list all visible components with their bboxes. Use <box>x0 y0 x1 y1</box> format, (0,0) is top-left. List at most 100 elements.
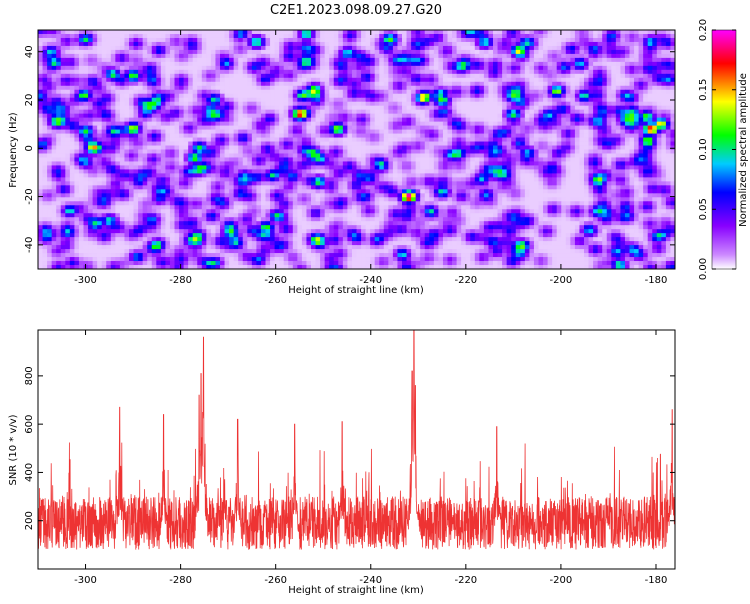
heatmap-cell <box>38 113 43 119</box>
heatmap-cell <box>511 101 517 107</box>
heatmap-cell <box>543 161 548 166</box>
heatmap-cell <box>283 169 289 174</box>
heatmap-cell <box>110 137 116 142</box>
heatmap-cell <box>51 113 57 119</box>
heatmap-cell <box>456 61 462 67</box>
heatmap-cell <box>306 133 312 138</box>
heatmap-cell <box>520 133 526 138</box>
heatmap-cell <box>520 45 526 51</box>
heatmap-cell <box>279 73 285 79</box>
heatmap-cell <box>147 41 153 47</box>
heatmap-cell <box>229 133 235 138</box>
heatmap-cell <box>238 113 244 119</box>
heatmap-cell <box>606 137 612 142</box>
heatmap-cell <box>215 145 221 150</box>
heatmap-cell <box>597 33 603 39</box>
heatmap-cell <box>361 33 366 39</box>
heatmap-cell <box>233 77 239 83</box>
heatmap-cell <box>147 49 153 55</box>
heatmap-cell <box>629 61 635 67</box>
heatmap-cell <box>615 53 621 59</box>
heatmap-cell <box>83 121 89 126</box>
heatmap-cell <box>169 153 175 158</box>
heatmap-cell <box>138 161 144 166</box>
heatmap-cell <box>301 49 307 55</box>
heatmap-cell <box>69 33 75 39</box>
heatmap-cell <box>315 30 321 35</box>
heatmap-cell <box>320 105 326 111</box>
heatmap-cell <box>606 49 612 55</box>
heatmap-cell <box>420 129 426 134</box>
heatmap-cell <box>424 161 430 166</box>
heatmap-cell <box>169 113 175 119</box>
heatmap-cell <box>615 37 621 43</box>
heatmap-cell <box>83 45 89 51</box>
heatmap-cell <box>101 73 107 79</box>
heatmap-cell <box>506 113 512 119</box>
heatmap-cell <box>215 41 221 47</box>
heatmap-cell <box>174 41 180 47</box>
heatmap-cell <box>397 105 403 111</box>
heatmap-cell <box>97 37 103 43</box>
heatmap-cell <box>579 101 585 107</box>
heatmap-cell <box>533 141 539 146</box>
heatmap-cell <box>206 113 212 119</box>
heatmap-cell <box>215 129 221 134</box>
heatmap-cell <box>133 65 139 71</box>
heatmap-cell <box>183 85 189 91</box>
heatmap-cell <box>379 125 385 130</box>
heatmap-cell <box>493 73 498 79</box>
heatmap-cell <box>210 45 216 51</box>
heatmap-cell <box>229 49 235 55</box>
heatmap-cell <box>515 53 521 59</box>
heatmap-cell <box>229 65 235 71</box>
heatmap-cell <box>456 69 462 75</box>
heatmap-cell <box>351 141 357 146</box>
heatmap-cell <box>447 97 453 103</box>
heatmap-cell <box>552 105 558 111</box>
heatmap-cell <box>411 105 417 111</box>
heatmap-cell <box>493 45 498 51</box>
heatmap-cell <box>265 89 271 95</box>
heatmap-cell <box>83 49 89 55</box>
heatmap-cell <box>101 105 107 111</box>
heatmap-cell <box>292 157 298 162</box>
heatmap-cell <box>615 113 621 119</box>
heatmap-cell <box>538 157 544 162</box>
heatmap-cell <box>279 145 285 150</box>
heatmap-cell <box>311 121 316 126</box>
heatmap-cell <box>370 125 376 130</box>
heatmap-cell <box>165 41 171 47</box>
heatmap-cell <box>411 53 417 59</box>
heatmap-cell <box>602 73 608 79</box>
heatmap-cell <box>506 101 512 107</box>
heatmap-cell <box>147 57 153 63</box>
heatmap-cell <box>479 45 485 51</box>
heatmap-cell <box>333 109 339 115</box>
heatmap-cell <box>402 101 407 107</box>
heatmap-cell <box>647 125 653 130</box>
heatmap-cell <box>543 129 548 134</box>
heatmap-cell <box>315 157 321 162</box>
heatmap-cell <box>238 97 244 103</box>
heatmap-cell <box>511 73 517 79</box>
heatmap-cell <box>106 49 112 55</box>
heatmap-cell <box>165 89 171 95</box>
heatmap-cell <box>579 129 585 134</box>
heatmap-cell <box>124 61 130 67</box>
heatmap-cell <box>179 89 184 95</box>
heatmap-cell <box>643 30 649 35</box>
heatmap-cell <box>665 101 671 107</box>
heatmap-cell <box>411 69 417 75</box>
heatmap-cell <box>620 165 626 170</box>
heatmap-cell <box>279 169 285 174</box>
heatmap-cell <box>260 113 266 119</box>
heatmap-cell <box>247 85 253 91</box>
heatmap-cell <box>374 169 380 174</box>
heatmap-cell <box>315 97 321 103</box>
heatmap-cell <box>78 141 84 146</box>
heatmap-cell <box>306 121 312 126</box>
heatmap-cell <box>279 49 285 55</box>
heatmap-cell <box>374 125 380 130</box>
heatmap-cell <box>329 77 335 83</box>
